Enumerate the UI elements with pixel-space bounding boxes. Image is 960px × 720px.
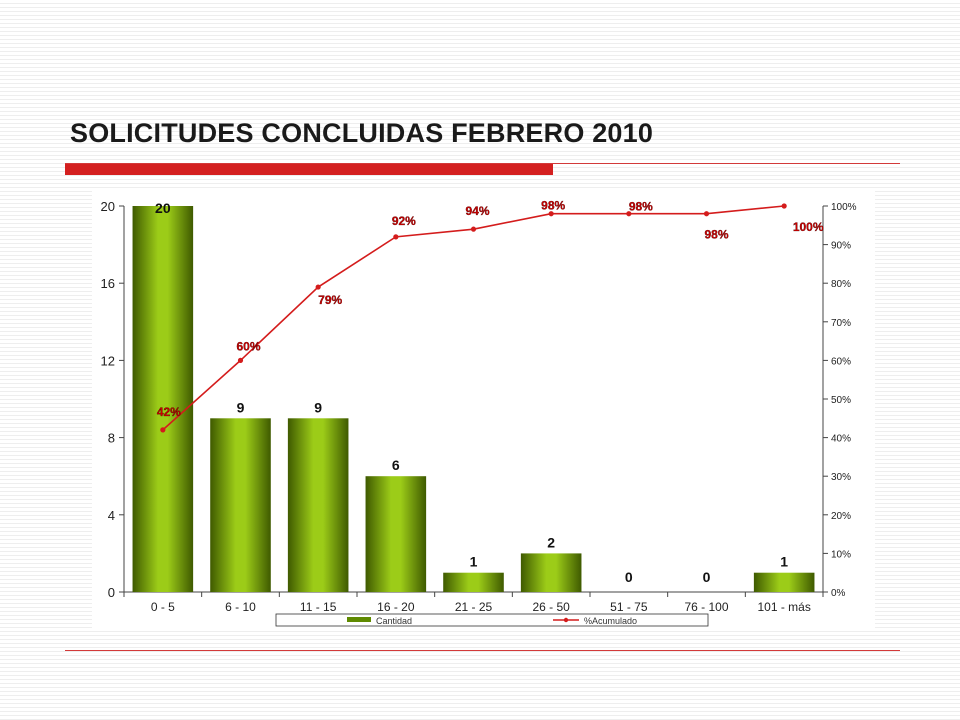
right-axis-tick-label: 20% <box>831 511 851 522</box>
cumulative-point-label: 92% <box>392 214 416 228</box>
title-underline-accent <box>65 164 553 175</box>
bar <box>287 418 349 592</box>
cumulative-point-label: 42% <box>157 405 181 419</box>
bar <box>753 572 815 592</box>
cumulative-point <box>237 357 244 363</box>
right-axis-tick-label: 80% <box>831 279 851 290</box>
cumulative-point <box>781 203 787 209</box>
axes: 0481216200%10%20%30%40%50%60%70%80%90%10… <box>101 199 857 614</box>
bar-value-label: 1 <box>780 554 788 570</box>
right-axis-tick-label: 60% <box>831 356 851 367</box>
left-axis-tick-label: 20 <box>101 199 115 214</box>
legend-box <box>275 613 709 627</box>
cumulative-point-label: 94% <box>465 204 489 218</box>
cumulative-point-label: 98% <box>704 228 728 242</box>
right-axis-tick-label: 40% <box>831 434 851 445</box>
bar-value-label: 0 <box>703 569 711 585</box>
cumulative-point <box>703 211 710 217</box>
slide-title: SOLICITUDES CONCLUIDAS FEBRERO 2010 <box>70 118 654 148</box>
x-axis-tick-label: 21 - 25 <box>455 600 493 614</box>
left-axis-tick-label: 12 <box>101 353 115 368</box>
x-axis-tick-label: 26 - 50 <box>532 600 570 614</box>
right-axis-tick-label: 100% <box>831 202 857 213</box>
legend-swatch-marker <box>563 617 569 623</box>
left-axis-tick-label: 8 <box>108 431 115 446</box>
title-underline-thin <box>65 163 900 164</box>
cumulative-line <box>160 203 787 433</box>
bars <box>132 206 815 592</box>
right-axis-tick-label: 90% <box>831 241 851 252</box>
cumulative-point <box>393 234 399 240</box>
bar-value-label: 20 <box>155 200 171 216</box>
cumulative-point-label: 100% <box>793 220 824 234</box>
x-axis-tick-label: 101 - más <box>757 600 810 614</box>
cumulative-point <box>470 226 477 232</box>
bar-value-label: 9 <box>237 399 245 415</box>
legend-swatch-cantidad <box>347 617 371 622</box>
bar-value-label: 2 <box>547 534 555 550</box>
right-axis-tick-label: 10% <box>831 549 851 560</box>
bar <box>365 476 427 592</box>
legend-label-acumulado: %Acumulado <box>584 616 637 626</box>
legend-label-cantidad: Cantidad <box>376 616 412 626</box>
x-axis-tick-label: 6 - 10 <box>225 600 256 614</box>
bar-value-label: 6 <box>392 457 400 473</box>
cumulative-point-label: 98% <box>629 200 653 214</box>
cumulative-point-label: 79% <box>318 293 342 307</box>
bar <box>520 553 582 592</box>
right-axis-tick-label: 30% <box>831 472 851 483</box>
cumulative-point <box>626 211 632 217</box>
right-axis-tick-label: 50% <box>831 395 851 406</box>
bar <box>132 206 194 592</box>
footer-rule <box>65 650 900 651</box>
bar <box>443 572 504 592</box>
bar-value-label: 1 <box>470 554 478 570</box>
left-axis-tick-label: 16 <box>101 276 115 291</box>
right-axis-tick-label: 0% <box>831 588 846 599</box>
bar <box>210 418 271 592</box>
bar-value-label: 9 <box>314 399 322 415</box>
bar-value-label: 0 <box>625 569 633 585</box>
cumulative-point <box>548 211 554 217</box>
left-axis-tick-label: 0 <box>108 585 115 600</box>
x-axis-tick-label: 0 - 5 <box>151 600 175 614</box>
cumulative-point-label: 98% <box>541 199 565 213</box>
x-axis-tick-label: 16 - 20 <box>377 600 415 614</box>
x-axis-tick-label: 76 - 100 <box>684 600 728 614</box>
cumulative-point <box>160 427 166 433</box>
right-axis-tick-label: 70% <box>831 318 851 329</box>
chart-panel: 0 4 8 12 16 20 0% 10% 20% 30% 40% 50% 60% 70% 80% 90% 10… <box>92 190 875 630</box>
x-axis-tick-label: 11 - 15 <box>300 600 337 614</box>
cumulative-polyline <box>162 205 785 431</box>
x-axis-tick-label: 51 - 75 <box>610 600 648 614</box>
cumulative-point-label: 60% <box>236 339 260 353</box>
pareto-chart: 0481216200%10%20%30%40%50%60%70%80%90%10… <box>101 199 857 627</box>
cumulative-point <box>315 284 321 290</box>
legend: Cantidad %Acumulado <box>275 613 709 627</box>
left-axis-tick-label: 4 <box>108 508 115 523</box>
